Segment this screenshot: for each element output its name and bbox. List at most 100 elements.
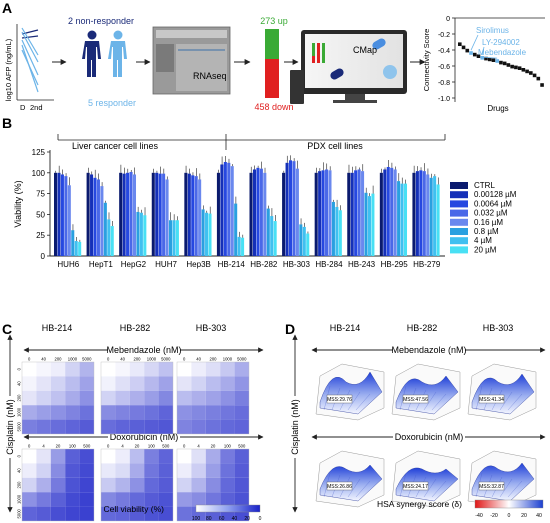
heatmap-cell — [36, 362, 51, 377]
connectivity-point — [540, 83, 544, 87]
bar — [227, 162, 231, 256]
heatmap-x-tick: 20 — [56, 444, 61, 449]
c-row2-label-bg — [108, 431, 180, 442]
bar-category-label: HB-303 — [283, 260, 311, 269]
bar-y-tick-label: 0 — [41, 252, 46, 261]
bar — [158, 173, 162, 256]
heatmap-cell — [36, 449, 51, 464]
bar — [60, 174, 64, 256]
bar — [331, 201, 335, 256]
heatmap-cell — [220, 376, 235, 391]
bar — [433, 176, 437, 256]
connectivity-tick-label: -0.6 — [438, 64, 450, 71]
heatmap-cell — [22, 463, 37, 478]
connectivity-point — [499, 60, 503, 65]
heatmap-cell — [36, 492, 51, 507]
heatmap-cell — [79, 376, 94, 391]
surface-mesh-line — [507, 480, 523, 498]
heatmap-cell — [79, 477, 94, 493]
heatmap-cell — [177, 477, 192, 493]
heatmap-frame — [21, 448, 95, 522]
surface-mesh-line — [431, 480, 447, 498]
connectivity-point — [521, 68, 526, 72]
heatmap-cell — [144, 506, 159, 521]
d-row1-label-bg — [393, 344, 465, 355]
connectivity-point — [469, 51, 473, 55]
c-row1-drug: Mebendazole (nM) — [106, 345, 181, 355]
heatmap-cell — [115, 390, 130, 406]
heatmap-cell — [79, 390, 94, 406]
heatmap-y-tick: 40 — [17, 468, 22, 473]
heatmap-cell — [65, 405, 80, 420]
bar — [379, 172, 383, 256]
heatmap-frame — [100, 448, 174, 522]
d-col-hb214: HB-214 — [330, 323, 361, 333]
heatmap-cell — [115, 492, 130, 507]
heatmap-cell — [144, 477, 159, 493]
heatmap-x-tick: 0 — [107, 444, 110, 449]
heatmap-y-tick: 0 — [17, 367, 22, 370]
connectivity-tick-label: -0.8 — [438, 80, 450, 87]
mss-box — [326, 481, 353, 491]
bar-y-tick-label: 25 — [36, 231, 45, 240]
heatmap-cell — [220, 463, 235, 478]
heatmap-cell — [129, 506, 145, 521]
bar — [419, 170, 423, 256]
bar — [325, 169, 329, 256]
connectivity-point — [529, 71, 533, 75]
bar — [415, 171, 419, 256]
bar — [143, 215, 147, 256]
heatmap-cell — [158, 492, 173, 507]
surface-mesh-line — [423, 391, 437, 411]
bar — [273, 221, 277, 256]
afp-tick-2nd: 2nd — [30, 103, 43, 112]
c-col-hb303: HB-303 — [196, 323, 227, 333]
connectivity-point — [484, 56, 488, 61]
heatmap-cell — [22, 376, 37, 391]
heatmap-cell — [79, 362, 94, 377]
person-icon-nonresponder — [82, 30, 101, 77]
bar — [288, 160, 293, 256]
monitor-icon — [290, 30, 407, 104]
legend-label: 0.032 µM — [474, 209, 508, 218]
bar — [155, 172, 159, 256]
bar — [386, 166, 390, 256]
heatmap-cell — [158, 449, 173, 464]
connectivity-point — [480, 56, 485, 60]
c-col-hb282: HB-282 — [120, 323, 151, 333]
legend-label: 0.8 µM — [474, 227, 499, 236]
mss-box — [326, 394, 353, 404]
heatmap-cell — [36, 477, 51, 493]
heatmap-frame — [176, 448, 250, 522]
bar — [103, 202, 107, 256]
heatmap-cell — [65, 463, 80, 478]
heatmap-cell — [101, 419, 116, 434]
heatmap-x-tick: 4 — [121, 444, 124, 449]
bar — [397, 181, 401, 256]
bar — [201, 209, 205, 256]
heatmap-x-tick: 0 — [28, 444, 31, 449]
bar — [282, 172, 286, 256]
bar-y-tick-label: 50 — [36, 210, 45, 219]
bar — [194, 176, 198, 256]
heatmap-y-tick: 40 — [17, 381, 22, 386]
connectivity-point — [458, 42, 462, 46]
heatmap-cell — [36, 390, 51, 406]
heatmap-cell — [129, 390, 145, 406]
heatmap-cell — [205, 405, 221, 420]
heatmap-x-tick: 20 — [135, 444, 140, 449]
connectivity-point — [510, 64, 514, 69]
afp-axis-label: log10 AFP (ng/mL) — [4, 38, 13, 101]
c-colorbar-tick: 60 — [219, 516, 225, 522]
heatmap-cell — [36, 419, 51, 434]
heatmap-cell — [177, 506, 192, 521]
heatmap-cell — [101, 449, 116, 464]
heatmap-x-tick: 100 — [69, 444, 77, 449]
bar — [256, 167, 260, 256]
heatmap-x-tick: 1000 — [223, 357, 233, 362]
c-row1-label-bg — [108, 344, 180, 355]
d-y-label-bg — [289, 396, 301, 458]
bar — [151, 172, 155, 256]
panel-d: D HB-214 HB-282 HB-303 Mebendazole (nM) … — [285, 321, 546, 519]
heatmap-cell — [158, 419, 173, 434]
